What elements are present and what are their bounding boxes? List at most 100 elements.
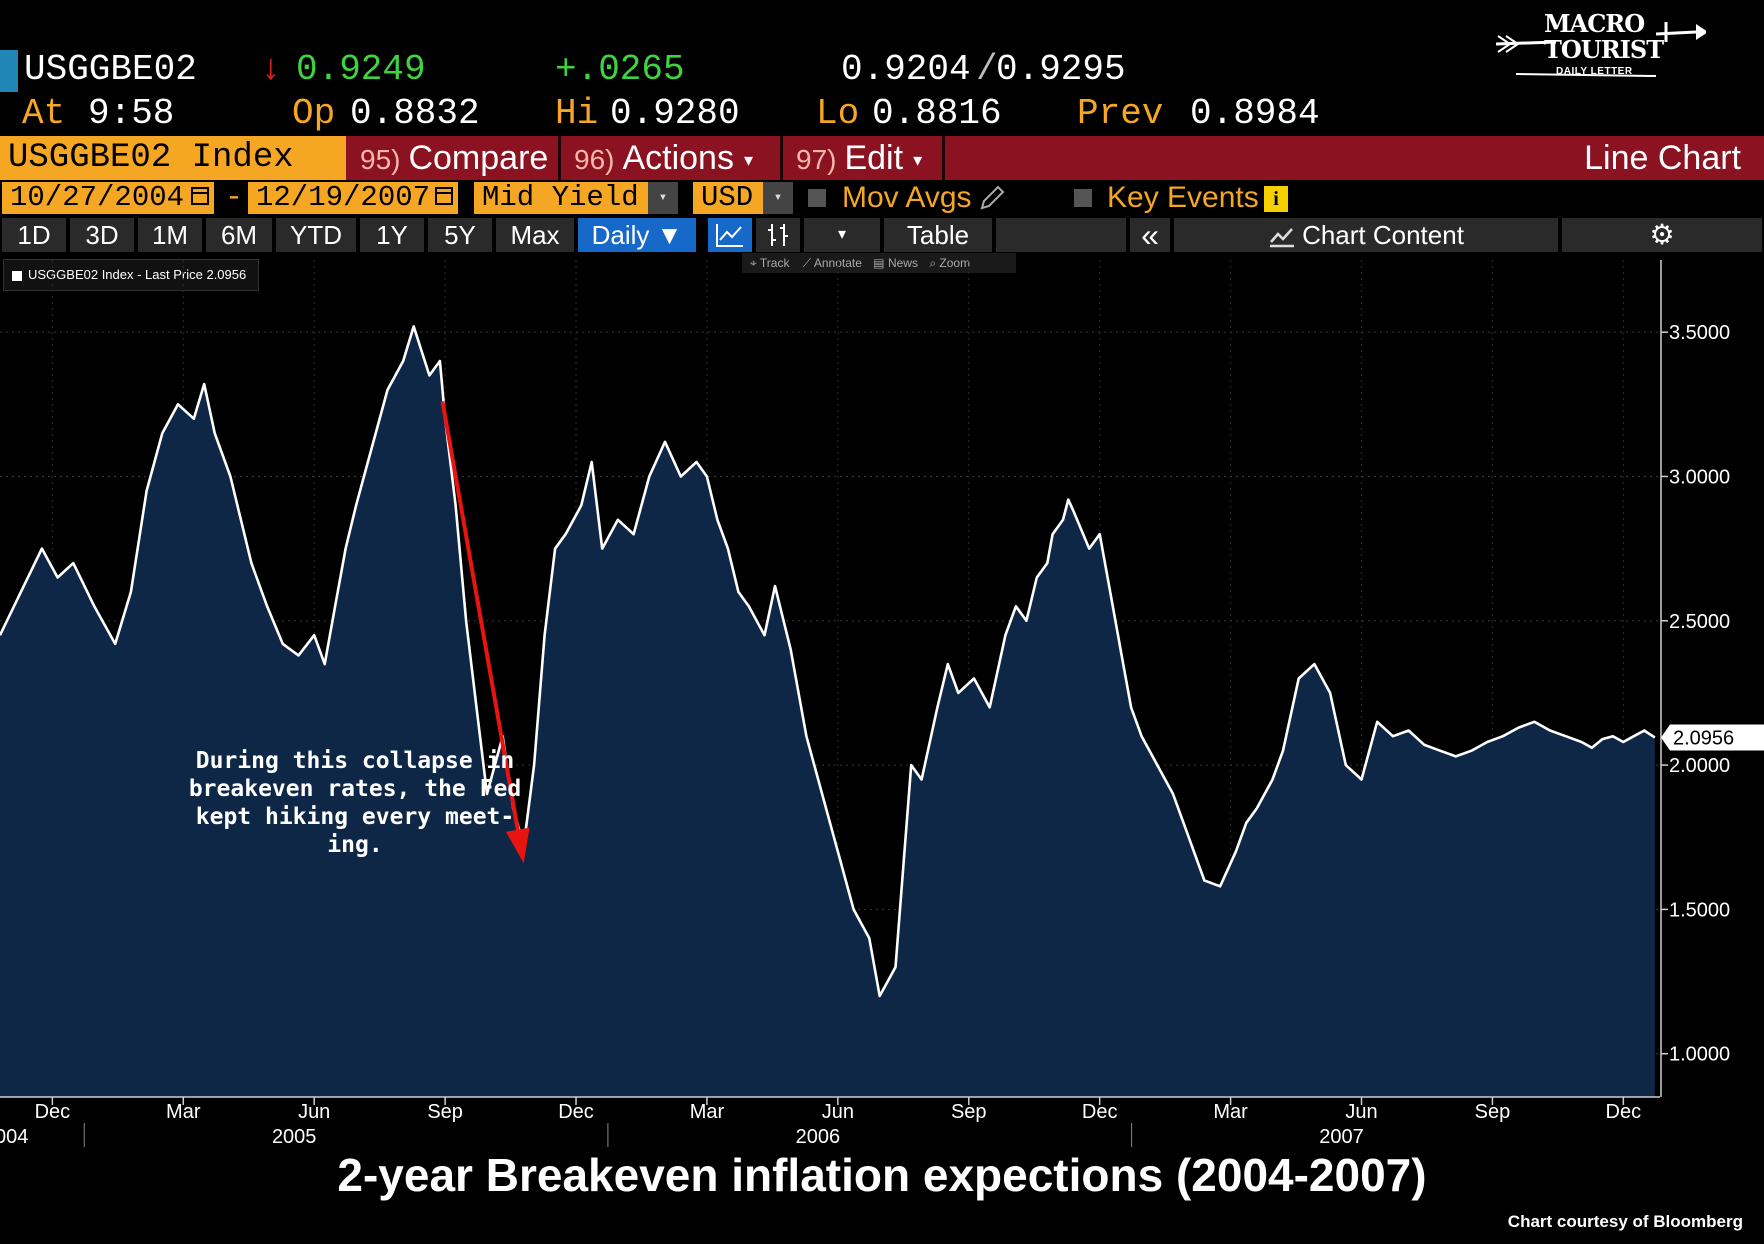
chart-credit: Chart courtesy of Bloomberg — [1507, 1212, 1743, 1231]
start-date-value: 10/27/2004 — [10, 181, 185, 214]
key-events-label[interactable]: Key Events — [1107, 181, 1259, 214]
annotation-arrow-head — [505, 827, 530, 864]
bar-chart-mode-icon[interactable] — [756, 218, 800, 252]
period-button-5y[interactable]: 5Y — [428, 218, 492, 252]
chart-content-label: Chart Content — [1302, 220, 1464, 250]
edit-caret-icon: ▾ — [913, 150, 923, 171]
news-icon: ▤ — [873, 256, 885, 270]
security-index-field[interactable]: USGGBE02 Index — [0, 136, 346, 180]
logo-line-2: TOURIST — [1544, 35, 1664, 64]
ticker-marker — [0, 50, 18, 92]
actions-caret-icon: ▾ — [743, 150, 754, 171]
yield-type-dropdown-icon[interactable]: ▾ — [648, 182, 678, 214]
low-label: Lo — [816, 93, 860, 134]
x-year-label: 2007 — [1319, 1126, 1364, 1148]
period-button-ytd[interactable]: YTD — [276, 218, 356, 252]
y-tick-label: 2.5000 — [1669, 611, 1730, 633]
x-tick-label: Dec — [1606, 1101, 1642, 1123]
date-range-dash: - — [225, 181, 244, 215]
currency-select[interactable]: USD — [693, 182, 763, 214]
prev-label: Prev — [1077, 93, 1164, 134]
bid-ask-separator: / — [976, 49, 998, 90]
period-button-max[interactable]: Max — [496, 218, 574, 252]
table-button[interactable]: Table — [884, 218, 992, 252]
y-tick-label: 1.5000 — [1669, 899, 1730, 921]
zoom-icon: ⌕ — [929, 256, 937, 270]
collapse-icon[interactable]: « — [1130, 218, 1170, 252]
currency-dropdown-icon[interactable]: ▾ — [763, 182, 793, 214]
last-price-tag-label: 2.0956 — [1673, 727, 1734, 749]
x-tick-label: Sep — [1475, 1101, 1511, 1123]
y-tick-label: 3.5000 — [1669, 322, 1730, 344]
open-value: 0.8832 — [350, 93, 480, 134]
compare-number: 95) — [360, 144, 401, 175]
x-tick-label: Dec — [558, 1101, 594, 1123]
chart-mode-dropdown-icon[interactable]: ▾ — [804, 218, 880, 252]
x-tick-label: Mar — [690, 1101, 725, 1123]
x-tick-label: Mar — [166, 1101, 201, 1123]
period-button-1d[interactable]: 1D — [2, 218, 66, 252]
compare-menu[interactable]: 95) Compare — [360, 136, 548, 180]
bid-price: 0.9204 — [841, 49, 971, 90]
chart-legend: USGGBE02 Index - Last Price 2.0956 — [3, 259, 259, 291]
edit-number: 97) — [796, 144, 837, 175]
x-tick-label: Jun — [822, 1101, 854, 1123]
edit-menu[interactable]: 97) Edit ▾ — [796, 136, 922, 180]
settings-gear-icon[interactable]: ⚙ — [1562, 218, 1762, 252]
x-year-label: 2006 — [796, 1126, 841, 1148]
chart-type-label[interactable]: Line Chart — [1584, 139, 1741, 177]
x-tick-label: Mar — [1213, 1101, 1248, 1123]
start-date-field[interactable]: 10/27/2004 — [2, 182, 214, 214]
toolbar-spacer — [996, 218, 1126, 252]
command-separator — [942, 136, 945, 180]
mov-avgs-label[interactable]: Mov Avgs — [842, 181, 972, 214]
chart-content-icon — [1270, 228, 1295, 248]
x-year-label: 2005 — [272, 1126, 317, 1148]
low-value: 0.8816 — [872, 93, 1002, 134]
calendar-icon[interactable] — [435, 187, 453, 205]
net-change: +.0265 — [555, 49, 685, 90]
y-tick-label: 2.0000 — [1669, 755, 1730, 777]
high-label: Hi — [555, 93, 599, 134]
x-tick-label: Jun — [1345, 1101, 1377, 1123]
pencil-icon[interactable] — [978, 184, 1006, 212]
last-price-tag-bg — [1661, 724, 1764, 751]
frequency-select[interactable]: Daily ▼ — [578, 218, 696, 252]
legend-swatch — [12, 270, 22, 281]
key-events-checkbox[interactable] — [1074, 189, 1092, 207]
ticker-symbol: USGGBE02 — [24, 49, 197, 90]
open-label: Op — [292, 93, 336, 134]
actions-number: 96) — [574, 144, 615, 175]
period-button-3d[interactable]: 3D — [70, 218, 134, 252]
news-button[interactable]: News — [887, 256, 918, 270]
last-price: 0.9249 — [296, 49, 426, 90]
info-icon[interactable]: i — [1264, 186, 1288, 212]
end-date-field[interactable]: 12/19/2007 — [248, 182, 458, 214]
period-button-1y[interactable]: 1Y — [360, 218, 424, 252]
yield-type-select[interactable]: Mid Yield — [474, 182, 648, 214]
annotation-text-line: breakeven rates, the Fed — [189, 776, 521, 802]
chart-content-button[interactable]: Chart Content — [1174, 218, 1558, 252]
mov-avgs-checkbox[interactable] — [808, 189, 826, 207]
period-button-1m[interactable]: 1M — [138, 218, 202, 252]
y-tick-label: 3.0000 — [1669, 466, 1730, 488]
calendar-icon[interactable] — [191, 187, 209, 205]
actions-menu[interactable]: 96) Actions ▾ — [574, 136, 753, 180]
x-tick-label: Dec — [1082, 1101, 1118, 1123]
last-price-tag: 2.0956 — [1661, 724, 1764, 751]
x-year-label: 2004 — [0, 1126, 28, 1148]
track-button[interactable]: Track — [759, 256, 790, 270]
period-button-6m[interactable]: 6M — [206, 218, 272, 252]
line-chart-mode-icon[interactable] — [708, 218, 752, 252]
annotate-button[interactable]: Annotate — [813, 256, 862, 270]
x-tick-label: Jun — [298, 1101, 330, 1123]
zoom-button[interactable]: Zoom — [939, 256, 971, 270]
chart-axes: 1.0000 1.5000 2.0000 2.5000 3.0000 3.5000 2.09… — [0, 260, 1764, 1148]
annotate-icon: ⟋ — [802, 256, 812, 270]
legend-text: USGGBE02 Index - Last Price 2.0956 — [28, 267, 247, 282]
breakeven-series-line — [0, 325, 1656, 998]
command-separator — [780, 136, 783, 180]
actions-label: Actions — [622, 139, 734, 177]
